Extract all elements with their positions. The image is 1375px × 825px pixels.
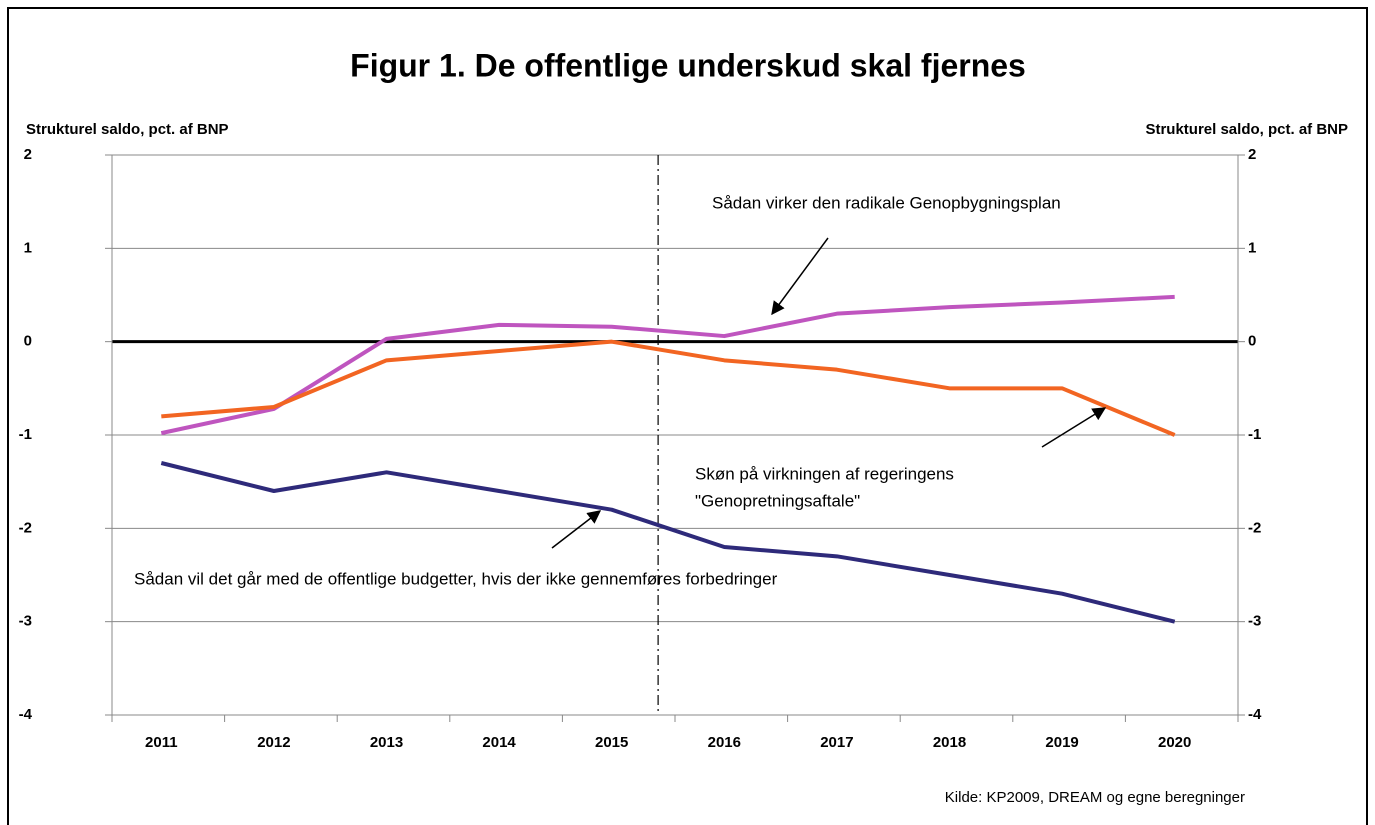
y2-tick-label: -1 bbox=[1248, 426, 1261, 443]
y-tick-label: 1 bbox=[24, 239, 32, 256]
y2-tick-label: -3 bbox=[1248, 613, 1261, 630]
y-tick-label: -2 bbox=[19, 519, 32, 536]
source: Kilde: KP2009, DREAM og egne beregninger bbox=[945, 789, 1245, 806]
x-tick-label: 2018 bbox=[933, 734, 966, 751]
y-tick-label: -1 bbox=[19, 426, 32, 443]
series-line bbox=[161, 339, 1176, 437]
x-tick-label: 2012 bbox=[257, 734, 290, 751]
x-tick-label: 2013 bbox=[370, 734, 403, 751]
y2-tick-label: 0 bbox=[1248, 333, 1256, 350]
y-axis-label: Strukturel saldo, pct. af BNP bbox=[26, 121, 229, 138]
annotation: Skøn på virkningen af regeringens bbox=[695, 464, 954, 483]
arrow bbox=[771, 237, 829, 316]
y2-tick-label: 2 bbox=[1248, 146, 1256, 163]
frame bbox=[7, 7, 1368, 825]
x-tick-label: 2019 bbox=[1045, 734, 1078, 751]
y2-axis-label: Strukturel saldo, pct. af BNP bbox=[1145, 121, 1348, 138]
chart-title: Figur 1. De offentlige underskud skal fj… bbox=[350, 47, 1026, 83]
y2-tick-label: 1 bbox=[1248, 239, 1256, 256]
x-tick-label: 2017 bbox=[820, 734, 853, 751]
y-tick-label: 0 bbox=[24, 333, 32, 350]
x-tick-label: 2014 bbox=[482, 734, 516, 751]
arrow bbox=[1041, 407, 1107, 448]
y-tick-label: 2 bbox=[24, 146, 32, 163]
y2-tick-label: -4 bbox=[1248, 706, 1262, 723]
annotation: Sådan vil det går med de offentlige budg… bbox=[134, 569, 778, 588]
annotation: "Genopretningsaftale" bbox=[695, 491, 860, 510]
x-tick-label: 2015 bbox=[595, 734, 628, 751]
arrow bbox=[551, 510, 602, 549]
y2-tick-label: -2 bbox=[1248, 519, 1261, 536]
annotation: Sådan virker den radikale Genopbygningsp… bbox=[712, 193, 1061, 212]
x-tick-label: 2016 bbox=[708, 734, 741, 751]
y-tick-label: -3 bbox=[19, 613, 32, 630]
series-line bbox=[160, 294, 1175, 436]
x-tick-label: 2020 bbox=[1158, 734, 1191, 751]
plot: -4 -3 -2 -1 0 1 2 -4 -3 -2 -1 0 1 2 2011 2012 2013 2014 20… bbox=[19, 146, 1262, 751]
y-tick-label: -4 bbox=[19, 706, 33, 723]
x-tick-label: 2011 bbox=[145, 734, 178, 751]
series-line bbox=[160, 461, 1176, 624]
